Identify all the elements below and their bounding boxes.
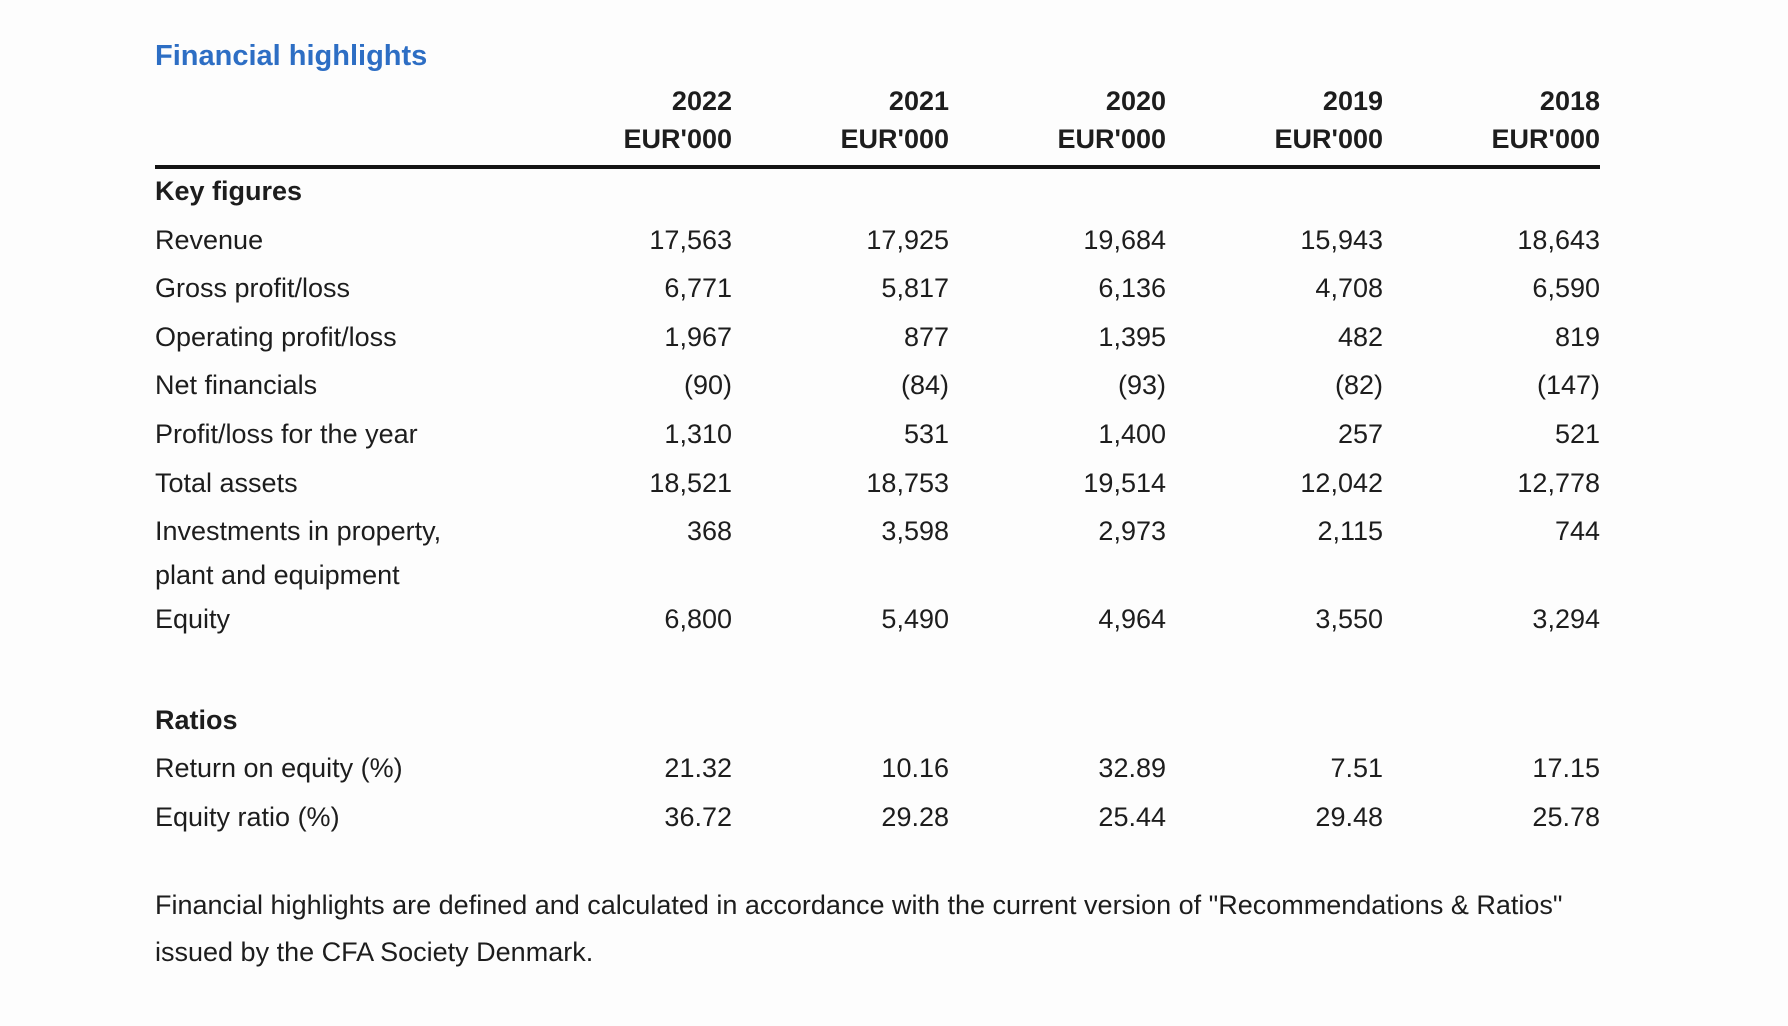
row-value: 257	[1337, 418, 1383, 449]
table-row: Revenue 17,563 17,925 19,684 15,943 18,6…	[155, 218, 1600, 267]
unit-header: EUR'000	[840, 124, 949, 154]
row-value: 18,521	[649, 467, 732, 498]
row-label: Revenue	[155, 224, 264, 255]
row-value: 17.15	[1532, 753, 1600, 784]
row-label: Equity ratio (%)	[155, 801, 340, 832]
row-label: Net financials	[155, 370, 318, 401]
row-value: 3,598	[881, 516, 949, 547]
row-value: 744	[1554, 516, 1600, 547]
row-value: 17,925	[866, 224, 949, 255]
table-row: Net financials (90) (84) (93) (82) (147)	[155, 363, 1600, 412]
row-value: (93)	[1117, 370, 1166, 401]
row-value: 18,643	[1517, 224, 1600, 255]
row-value: 3,294	[1532, 604, 1600, 635]
row-value: 877	[903, 321, 949, 352]
row-value: 5,817	[881, 273, 949, 304]
row-value: 25.78	[1532, 801, 1600, 832]
row-value: 521	[1554, 418, 1600, 449]
table-row: Equity 6,800 5,490 4,964 3,550 3,294	[155, 597, 1600, 646]
row-value: 4,964	[1098, 604, 1166, 635]
row-value: 2,973	[1098, 516, 1166, 547]
row-value: 21.32	[664, 753, 732, 784]
year-header: 2018	[1539, 86, 1600, 116]
year-header: 2020	[1105, 86, 1166, 116]
row-label: Return on equity (%)	[155, 753, 403, 784]
row-value: 6,590	[1532, 273, 1600, 304]
page-title: Financial highlights	[155, 40, 428, 72]
table-row: Operating profit/loss 1,967 877 1,395 48…	[155, 315, 1600, 364]
row-value: 36.72	[664, 801, 732, 832]
row-value: 6,800	[664, 604, 732, 635]
row-value: 1,400	[1098, 418, 1166, 449]
table-row: Return on equity (%) 21.32 10.16 32.89 7…	[155, 746, 1600, 795]
section-heading: Ratios	[155, 704, 238, 735]
section-heading: Key figures	[155, 176, 303, 206]
row-value: 2,115	[1317, 516, 1383, 547]
unit-header: EUR'000	[1057, 124, 1166, 154]
row-label: Investments in property, plant and equip…	[155, 516, 442, 591]
row-value: 17,563	[649, 224, 732, 255]
footnote: Financial highlights are defined and cal…	[155, 889, 1563, 967]
row-value: 18,753	[866, 467, 949, 498]
row-value: 12,042	[1300, 467, 1383, 498]
row-value: 29.28	[881, 801, 949, 832]
row-value: 12,778	[1517, 467, 1600, 498]
unit-header-row: EUR'000 EUR'000 EUR'000 EUR'000 EUR'000	[155, 120, 1600, 158]
row-value: 19,514	[1083, 467, 1166, 498]
row-value: 4,708	[1315, 273, 1383, 304]
row-value: 1,310	[664, 418, 732, 449]
table-row: Gross profit/loss 6,771 5,817 6,136 4,70…	[155, 266, 1600, 315]
row-value: (84)	[900, 370, 949, 401]
row-value: (90)	[683, 370, 732, 401]
row-value: 29.48	[1315, 801, 1383, 832]
row-label: Operating profit/loss	[155, 321, 397, 352]
table-row: Total assets 18,521 18,753 19,514 12,042…	[155, 461, 1600, 510]
row-value: 10.16	[881, 753, 949, 784]
row-value: 6,136	[1098, 273, 1166, 304]
year-header: 2022	[671, 86, 732, 116]
row-value: 25.44	[1098, 801, 1166, 832]
financial-highlights-table: Financial highlights 2022 2021 2020 2019…	[155, 40, 1600, 1003]
row-value: 368	[686, 516, 732, 547]
row-value: 7.51	[1330, 753, 1383, 784]
table-section: Key figures Revenue 17,563 17,925 19,684…	[155, 169, 1600, 646]
row-value: 19,684	[1083, 224, 1166, 255]
row-label: Gross profit/loss	[155, 273, 351, 304]
year-header: 2021	[888, 86, 949, 116]
year-header: 2019	[1322, 86, 1383, 116]
row-value: 1,967	[664, 321, 732, 352]
year-header-row: 2022 2021 2020 2019 2018	[155, 82, 1600, 120]
table-row: Profit/loss for the year 1,310 531 1,400…	[155, 412, 1600, 461]
row-value: 3,550	[1315, 604, 1383, 635]
row-value: 5,490	[881, 604, 949, 635]
row-value: (82)	[1334, 370, 1383, 401]
row-label: Profit/loss for the year	[155, 418, 418, 449]
table-section: Ratios Return on equity (%) 21.32 10.16 …	[155, 698, 1600, 844]
row-label: Equity	[155, 604, 231, 635]
row-value: 819	[1554, 321, 1600, 352]
row-value: 32.89	[1098, 753, 1166, 784]
row-value: 1,395	[1098, 321, 1166, 352]
row-value: 6,771	[664, 273, 732, 304]
unit-header: EUR'000	[1274, 124, 1383, 154]
row-value: 482	[1337, 321, 1383, 352]
row-value: (147)	[1536, 370, 1600, 401]
unit-header: EUR'000	[1491, 124, 1600, 154]
table-row: Investments in property, plant and equip…	[155, 509, 1600, 597]
row-value: 15,943	[1300, 224, 1383, 255]
row-label: Total assets	[155, 467, 298, 498]
section-heading-row: Key figures	[155, 169, 1600, 218]
table-header: 2022 2021 2020 2019 2018 EUR'000 EUR'000…	[155, 82, 1600, 169]
table-body: Key figures Revenue 17,563 17,925 19,684…	[155, 169, 1600, 844]
unit-header: EUR'000	[623, 124, 732, 154]
row-value: 531	[903, 418, 949, 449]
section-heading-row: Ratios	[155, 698, 1600, 747]
table-row: Equity ratio (%) 36.72 29.28 25.44 29.48…	[155, 795, 1600, 844]
